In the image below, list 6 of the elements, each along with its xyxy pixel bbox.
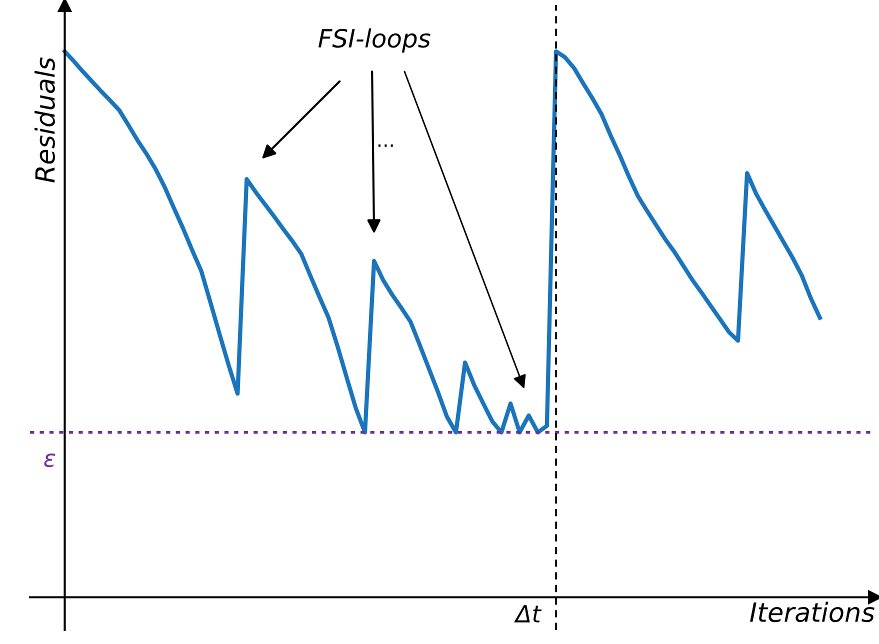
annotation: ...	[378, 144, 393, 147]
annotation: FSI-loops	[318, 28, 430, 53]
x-axis-title: Iterations	[750, 602, 874, 622]
y-axis-title: Residuals	[34, 57, 55, 183]
text: Δt	[514, 605, 542, 622]
ref-line-label: ε	[44, 453, 56, 468]
